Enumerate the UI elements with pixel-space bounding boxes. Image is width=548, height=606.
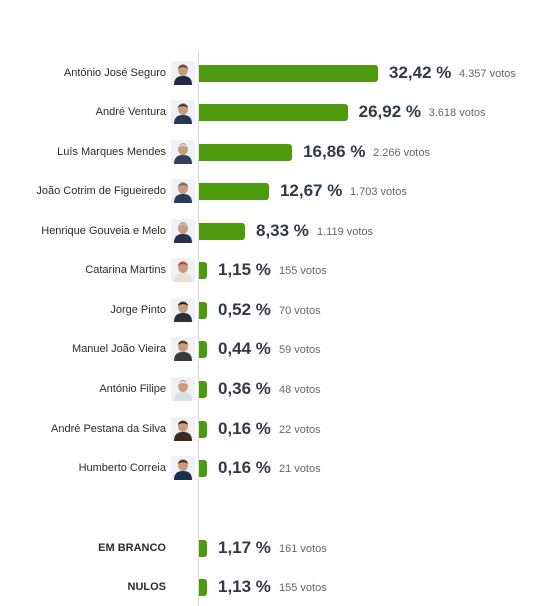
votes-label: 70 votos [279, 305, 321, 317]
bar-row: António José Seguro 32,42 % 4.357 votos [0, 58, 548, 88]
votes-label: 161 votos [279, 543, 327, 555]
votes-label: 48 votos [279, 384, 321, 396]
votes-label: 4.357 votos [459, 68, 516, 80]
candidate-label: António José Seguro [63, 67, 166, 79]
bar-row: EM BRANCO 1,17 % 161 votos [0, 533, 548, 563]
value-label: 0,52 % [218, 300, 271, 319]
votes-label: 21 votos [279, 463, 321, 475]
votes-label: 22 votos [279, 424, 321, 436]
candidate-label: Humberto Correia [78, 462, 166, 474]
bar [199, 341, 207, 358]
votes-label: 1.119 votos [316, 226, 374, 238]
votes-label: 59 votos [279, 344, 321, 356]
bar-row: André Pestana da Silva 0,16 % 22 votos [0, 414, 548, 444]
value-label: 26,92 % [358, 102, 422, 121]
value-label: 0,36 % [218, 379, 271, 398]
bar-row: Humberto Correia 0,16 % 21 votos [0, 453, 548, 483]
value-label: 8,33 % [255, 221, 309, 240]
value-label: 1,17 % [218, 538, 271, 557]
candidate-label: André Pestana da Silva [51, 423, 166, 435]
value-label: 1,13 % [218, 577, 271, 596]
candidate-label: EM BRANCO [98, 542, 166, 554]
candidate-label: NULOS [127, 581, 167, 593]
bar [199, 302, 207, 319]
candidate-photo-icon [171, 417, 195, 441]
bar-row: Jorge Pinto 0,52 % 70 votos [0, 295, 548, 325]
bar [199, 579, 207, 596]
votes-label: 155 votos [279, 265, 327, 277]
votes-label: 3.618 votos [428, 107, 486, 119]
bar-row: Henrique Gouveia e Melo 8,33 % 1.119 votos [0, 216, 548, 246]
candidate-label: Catarina Martins [85, 264, 166, 276]
bar-row: João Cotrim de Figueiredo 12,67 % 1.703 vo… [0, 176, 548, 206]
candidate-label: João Cotrim de Figueiredo [36, 185, 166, 197]
candidate-label: António Filipe [99, 383, 166, 395]
bar [199, 460, 207, 477]
votes-label: 1.703 votos [349, 186, 407, 198]
bar-row: Luís Marques Mendes 16,86 % 2.266 votos [0, 137, 548, 167]
candidate-photo-icon [171, 219, 195, 243]
candidate-photo-icon [171, 100, 195, 124]
bar [199, 65, 378, 82]
candidate-photo-icon [171, 61, 195, 85]
value-label: 12,67 % [279, 181, 343, 200]
bar [199, 104, 348, 121]
votes-label: 155 votos [279, 582, 327, 594]
bar-row: Manuel João Vieira 0,44 % 59 votos [0, 334, 548, 364]
value-label: 0,16 % [218, 458, 271, 477]
value-label: 0,44 % [218, 339, 271, 358]
bar [199, 144, 293, 161]
bar [199, 421, 207, 438]
candidate-label: Luís Marques Mendes [57, 146, 166, 158]
candidate-photo-icon [171, 456, 195, 480]
bar-row: André Ventura 26,92 % 3.618 votos [0, 97, 548, 127]
candidate-label: André Ventura [95, 106, 166, 118]
bar [199, 223, 245, 240]
votes-label: 2.266 votos [373, 147, 430, 159]
bar-row: António Filipe 0,36 % 48 votos [0, 374, 548, 404]
value-label: 1,15 % [218, 260, 271, 279]
candidate-photo-icon [171, 377, 195, 401]
candidate-photo-icon [171, 140, 195, 164]
bar [199, 262, 207, 279]
candidate-photo-icon [171, 337, 195, 361]
bar-row: NULOS 1,13 % 155 votos [0, 572, 548, 602]
value-label: 16,86 % [303, 142, 366, 161]
candidate-photo-icon [171, 179, 195, 203]
candidate-label: Jorge Pinto [110, 304, 166, 316]
value-label: 32,42 % [389, 63, 452, 82]
value-label: 0,16 % [218, 419, 271, 438]
candidate-label: Henrique Gouveia e Melo [41, 225, 166, 237]
axis-line [198, 52, 199, 606]
bar [199, 381, 207, 398]
candidate-label: Manuel João Vieira [72, 343, 166, 355]
bar-row: Catarina Martins 1,15 % 155 votos [0, 255, 548, 285]
bar [199, 540, 207, 557]
bar [199, 183, 269, 200]
candidate-photo-icon [171, 258, 195, 282]
candidate-photo-icon [171, 298, 195, 322]
